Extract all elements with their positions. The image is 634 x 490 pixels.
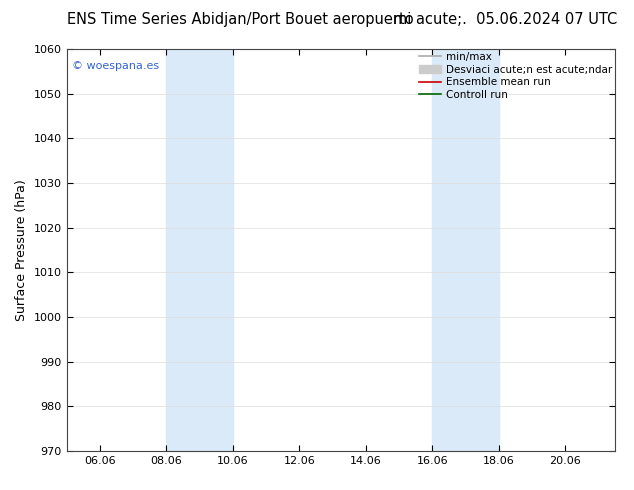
- Bar: [432, 49, 499, 451]
- Y-axis label: Surface Pressure (hPa): Surface Pressure (hPa): [15, 179, 28, 321]
- Bar: [166, 49, 233, 451]
- Text: © woespana.es: © woespana.es: [72, 61, 159, 71]
- Text: mi acute;.  05.06.2024 07 UTC: mi acute;. 05.06.2024 07 UTC: [393, 12, 618, 27]
- Text: ENS Time Series Abidjan/Port Bouet aeropuerto: ENS Time Series Abidjan/Port Bouet aerop…: [67, 12, 413, 27]
- Legend: min/max, Desviaci acute;n est acute;ndar, Ensemble mean run, Controll run: min/max, Desviaci acute;n est acute;ndar…: [418, 52, 612, 100]
